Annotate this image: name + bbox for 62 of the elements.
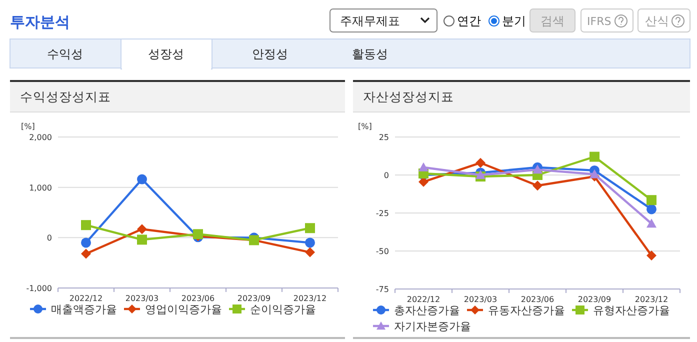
point: [81, 248, 91, 259]
point: [646, 195, 656, 206]
point: [532, 180, 542, 191]
y-tick-label: 25: [378, 133, 389, 142]
point: [646, 250, 656, 261]
x-tick-label: 2023/09: [578, 295, 612, 304]
legend-label: 자기자본증가율: [394, 320, 471, 333]
chart-title: 수익성장성지표: [20, 89, 111, 104]
x-tick-label: 2023/06: [181, 294, 215, 303]
point: [137, 234, 147, 245]
legend-label: 순이익증가율: [250, 303, 316, 316]
x-tick-label: 2023/09: [237, 294, 271, 303]
x-tick-label: 2022/12: [69, 294, 103, 303]
point: [81, 220, 91, 230]
point: [476, 158, 486, 168]
legend-label: 유동자산증가율: [488, 304, 565, 317]
y-tick-label: 1,000: [29, 183, 52, 192]
text: 수익성: [47, 47, 83, 61]
text: 성장성: [148, 47, 184, 61]
legend-label: 유형자산증가율: [593, 304, 670, 317]
y-tick-label: 0: [384, 171, 389, 180]
dropdown-field: 주재무제표: [330, 8, 438, 32]
point: [418, 162, 428, 172]
legend-label: 총자산증가율: [394, 304, 460, 317]
search-button: 검색: [530, 8, 576, 32]
y-tick-label: -75: [376, 285, 389, 294]
text: 투자분석: [10, 13, 70, 31]
y-tick-label: -25: [376, 209, 389, 218]
y-tick-label: -1,000: [26, 284, 52, 293]
x-tick-label: 2023/03: [125, 294, 159, 303]
y-tick-label: 0: [46, 234, 52, 243]
y-tick-label: -50: [376, 247, 389, 256]
x-tick-label: 2023/06: [520, 295, 554, 304]
x-tick-label: 2023/12: [293, 294, 327, 303]
point: [305, 247, 315, 258]
point: [646, 204, 656, 214]
point: [81, 238, 91, 248]
y-tick-label: 2,000: [29, 133, 52, 142]
point: [532, 164, 542, 174]
y-axis-title: [%]: [358, 122, 372, 131]
text: 활동성: [352, 47, 388, 61]
text: 안정성: [252, 47, 288, 61]
x-tick-label: 2022/12: [406, 295, 440, 304]
point: [646, 218, 656, 228]
legend-label: 매출액증가율: [51, 303, 117, 316]
x-tick-label: 2023/12: [634, 295, 668, 304]
text: 분기: [502, 14, 526, 28]
x-tick-label: 2023/03: [464, 295, 498, 304]
y-axis-title: [%]: [21, 122, 35, 131]
point: [590, 152, 600, 162]
point: [137, 174, 147, 184]
legend-label: 영업이익증가율: [145, 303, 222, 316]
point: [137, 224, 147, 234]
point: [590, 169, 600, 178]
button: IFRS: [580, 8, 634, 32]
point: [476, 170, 486, 179]
point: [305, 238, 315, 248]
point: [305, 223, 315, 234]
button: 산식: [638, 8, 690, 32]
chart-title: 자산성장성지표: [363, 89, 454, 104]
point: [418, 176, 428, 187]
text: 연간: [457, 14, 481, 28]
